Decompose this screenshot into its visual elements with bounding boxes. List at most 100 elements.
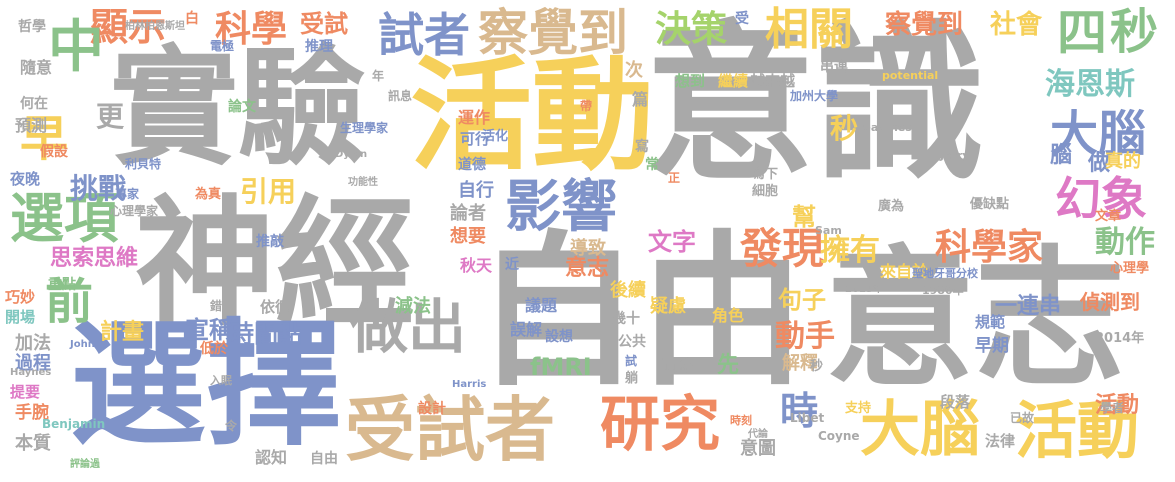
word-cloud-word: 研究 xyxy=(600,390,720,460)
word-cloud-word: 先 xyxy=(717,353,740,378)
word-cloud-word: 來自於 xyxy=(880,262,929,281)
word-cloud-word: 解釋 xyxy=(782,353,818,374)
word-cloud-word: 段落 xyxy=(940,393,971,411)
word-cloud-word: Haynes xyxy=(10,367,52,378)
word-cloud-word: 議題 xyxy=(525,296,558,315)
word-cloud-word: 白 xyxy=(185,11,199,27)
word-cloud-word: 提要 xyxy=(10,383,41,401)
word-cloud-word: 秒 xyxy=(830,112,859,145)
word-cloud-word: 實驗 xyxy=(110,34,367,183)
word-cloud-word: 疑慮 xyxy=(650,296,686,317)
word-cloud-word: 挑戰 xyxy=(70,172,127,205)
word-cloud-word: 察覺到 xyxy=(885,10,964,40)
word-cloud-word: 一連串 xyxy=(995,294,1062,319)
word-cloud-word: 導致 xyxy=(570,238,606,259)
word-cloud-word: 法律 xyxy=(985,432,1016,450)
word-cloud-word: 文章 xyxy=(1095,209,1122,224)
word-cloud-word: 廣為 xyxy=(878,199,905,214)
word-cloud-word: 推理 xyxy=(305,39,333,55)
word-cloud-word: 過程 xyxy=(15,353,51,374)
word-cloud-word: 影響 xyxy=(505,175,617,240)
word-cloud-word: 1980年 xyxy=(922,284,964,297)
word-cloud-word: 早期 xyxy=(975,336,1009,356)
word-cloud-word: 寫下 xyxy=(752,167,779,182)
word-cloud-word: 2013年 xyxy=(845,284,883,295)
word-cloud-word: Coyne xyxy=(818,429,860,443)
word-cloud-word: 思索思維 xyxy=(50,246,139,271)
word-cloud-word: Harris xyxy=(452,379,487,390)
word-cloud-word: 秋天 xyxy=(460,256,493,275)
word-cloud-word: 秒 xyxy=(810,359,824,374)
word-cloud-word: 秒 xyxy=(1110,4,1159,60)
word-cloud-word: 擁有 xyxy=(820,233,880,268)
word-cloud-word: 活動 xyxy=(1015,394,1140,467)
word-cloud-word: 意識 xyxy=(645,6,986,204)
word-cloud-word: 想要 xyxy=(450,226,486,247)
word-cloud-word: 柏林柏恩斯坦 xyxy=(125,21,185,32)
word-cloud-word: 自行 xyxy=(458,180,494,201)
word-cloud-word: 論者 xyxy=(450,203,486,224)
word-cloud-word: 幻象 xyxy=(1055,172,1147,226)
word-cloud-word: 四 xyxy=(1057,4,1107,62)
word-cloud-word: 做 xyxy=(1088,151,1111,176)
word-cloud-word: 代論 xyxy=(748,429,768,440)
word-cloud-word: 宣稱 xyxy=(185,316,233,344)
word-cloud-word: 受 xyxy=(735,11,749,27)
word-cloud-word: Jerry xyxy=(940,149,970,162)
word-cloud-word: 選擇 xyxy=(70,307,342,465)
word-cloud-word: 錯 xyxy=(210,299,223,313)
word-cloud-word: 設想 xyxy=(545,329,573,345)
word-cloud-word: 為真 xyxy=(195,187,222,202)
word-cloud-word: 幾十 xyxy=(612,311,640,327)
word-cloud-word: 功能性 xyxy=(348,177,378,188)
word-cloud-word: 心理學家 xyxy=(110,204,159,218)
word-cloud-word: 面臨 xyxy=(662,356,695,375)
word-cloud-word: 已故 xyxy=(1010,411,1035,425)
word-cloud-word: 帶 xyxy=(580,99,593,113)
word-cloud-word: 神經 xyxy=(135,183,416,346)
word-cloud-word: 句子 xyxy=(778,286,826,314)
word-cloud-word: 本質 xyxy=(15,433,51,454)
word-cloud-word: 時刻 xyxy=(730,414,752,427)
word-cloud-word: 想到 xyxy=(675,72,706,90)
word-cloud-word: 設計 xyxy=(418,401,446,417)
word-cloud-word: 社會 xyxy=(990,10,1043,40)
word-cloud-word: 手腕 xyxy=(15,403,49,423)
word-cloud-word: 自由 xyxy=(310,451,338,467)
word-cloud-word: 活化 xyxy=(482,129,509,144)
word-cloud-word: 早 xyxy=(20,111,69,167)
word-cloud-word: 發現 xyxy=(740,224,825,273)
word-cloud-word: 前 xyxy=(45,274,94,330)
word-cloud-word: 專家 xyxy=(115,187,140,201)
word-cloud-word: 受試者 xyxy=(345,389,555,471)
word-cloud-word: 大腦 xyxy=(860,395,980,465)
word-cloud-word: 學者 xyxy=(1100,401,1125,415)
word-cloud-word: 假設 xyxy=(40,144,68,160)
word-cloud-word: 受試 xyxy=(300,10,348,38)
word-cloud-word: 加州大學 xyxy=(790,89,839,103)
word-cloud-word: 科學 xyxy=(215,9,288,50)
word-cloud-word: 選項 xyxy=(10,187,118,250)
word-cloud-word: 引用 xyxy=(240,175,297,208)
word-cloud-word: 生理學家 xyxy=(340,121,389,135)
word-cloud-word: 篇 xyxy=(632,90,649,109)
word-cloud-word: 計畫 xyxy=(100,320,145,345)
word-cloud-word: 聖地牙哥分校 xyxy=(912,267,978,280)
word-cloud-word: 活動 xyxy=(410,45,654,187)
word-cloud-word: 動作 xyxy=(1095,225,1155,260)
word-cloud-word: 試 xyxy=(625,354,638,368)
word-cloud-word: 偵測到 xyxy=(1080,290,1140,314)
word-cloud-word: 預測 xyxy=(15,116,48,135)
word-cloud-word: 減法 xyxy=(395,296,431,317)
word-cloud-word: 年 xyxy=(372,69,385,83)
word-cloud-word: 電極 xyxy=(210,39,235,53)
word-cloud-word: 2014年 xyxy=(1095,331,1145,346)
word-cloud-word: 角色 xyxy=(712,306,745,325)
word-cloud-word: 重點 xyxy=(48,277,76,293)
word-cloud-word: potential xyxy=(882,69,939,82)
word-cloud-word: 巧妙 xyxy=(5,288,36,306)
word-cloud-word: 海恩斯 xyxy=(1045,67,1135,102)
word-cloud-word: 中 xyxy=(48,15,104,80)
word-cloud-word: 可行 xyxy=(460,130,491,148)
word-cloud-word: 做出 xyxy=(350,293,467,361)
